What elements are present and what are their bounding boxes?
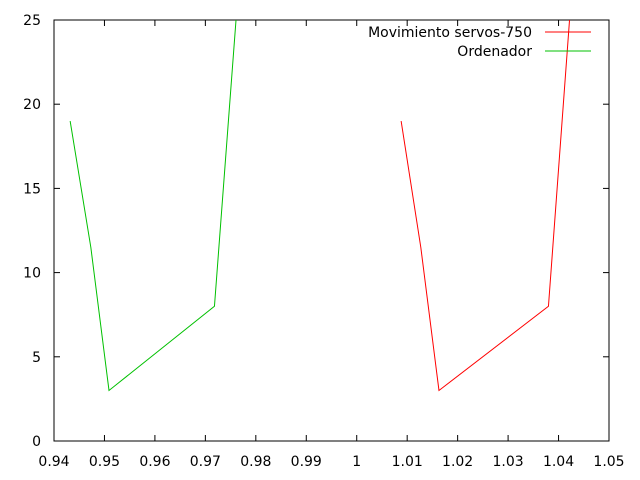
x-tick-label: 0.96 [139, 454, 170, 470]
x-tick-label: 1.05 [593, 454, 624, 470]
legend-label-1: Ordenador [457, 44, 532, 60]
series-line-0 [400, 20, 571, 392]
series-lines [69, 20, 571, 392]
y-tick-label: 5 [32, 350, 41, 366]
x-tick-label: 0.95 [89, 454, 120, 470]
y-tick-label: 20 [23, 97, 41, 113]
legend: Movimiento servos-750 Ordenador [368, 25, 591, 60]
y-tick-label: 0 [32, 434, 41, 450]
x-tick-label: 1.02 [442, 454, 473, 470]
x-tick-label: 1.04 [543, 454, 574, 470]
series-line-1 [69, 20, 237, 392]
x-tick-label: 1.01 [392, 454, 423, 470]
x-tick-label: 0.97 [190, 454, 221, 470]
y-tick-label: 25 [23, 13, 41, 29]
x-tick-label: 0.98 [240, 454, 271, 470]
x-axis-tick-labels: 0.94 0.95 0.96 0.97 0.98 0.99 1 1.01 1.02 1.03 1.0… [38, 454, 624, 470]
axis-ticks [53, 19, 610, 442]
x-tick-label: 0.99 [291, 454, 322, 470]
x-tick-label: 1 [352, 454, 361, 470]
y-axis-tick-labels: 0 5 10 15 20 25 [23, 13, 41, 450]
y-tick-label: 15 [23, 181, 41, 197]
x-tick-label: 0.94 [38, 454, 69, 470]
y-tick-label: 10 [23, 266, 41, 282]
plot-frame [53, 19, 610, 442]
legend-label-0: Movimiento servos-750 [368, 25, 532, 41]
x-tick-label: 1.03 [493, 454, 524, 470]
